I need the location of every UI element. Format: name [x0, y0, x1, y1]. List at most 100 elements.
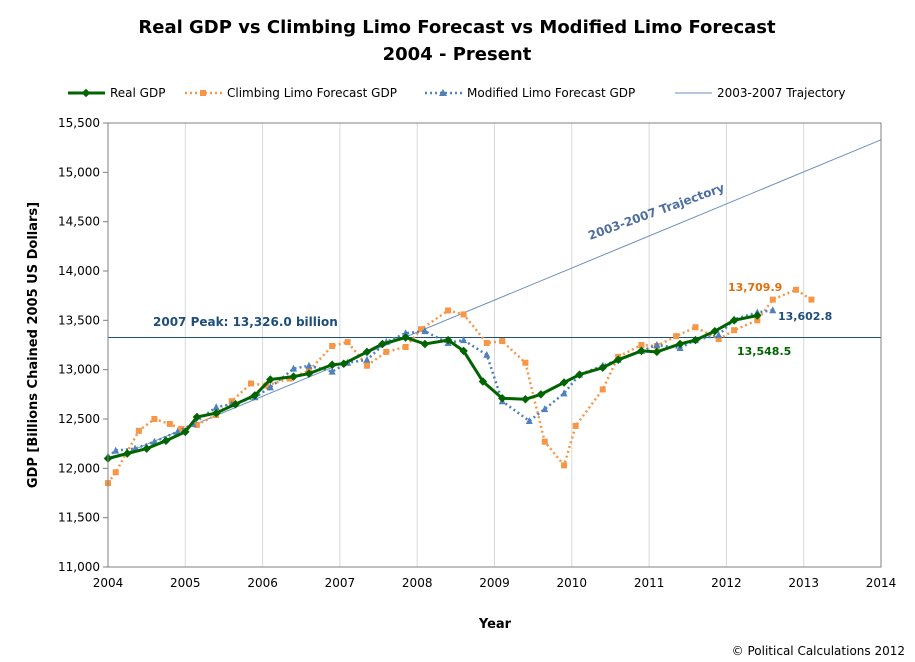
point-climbing-limo-forecast-gdp-24	[541, 438, 548, 445]
y-tick-label-4: 13,000	[58, 363, 100, 377]
point-modified-limo-forecast-gdp-19	[460, 336, 468, 344]
point-real-gdp-21	[497, 394, 507, 403]
point-real-gdp-27	[613, 355, 623, 365]
point-climbing-limo-forecast-gdp-2	[135, 427, 142, 434]
point-climbing-limo-forecast-gdp-3	[151, 416, 158, 422]
point-climbing-limo-forecast-gdp-35	[754, 317, 761, 324]
legend-item-trajectory: 2003-2007 Trajectory	[675, 86, 845, 100]
point-real-gdp-31	[691, 335, 700, 345]
point-modified-limo-forecast-gdp-12	[328, 367, 336, 375]
modified-end-label: 13,602.8	[778, 310, 832, 323]
legend: Real GDP Climbing Limo Forecast GDP Modi…	[68, 86, 845, 100]
point-real-gdp-12	[327, 360, 337, 369]
series-real-gdp	[103, 311, 762, 463]
point-real-gdp-6	[211, 408, 221, 418]
x-axis-ticks: 2004 2005 2006 2007 2008 2009 2010 2011 2012 2013…	[93, 576, 897, 590]
point-modified-limo-forecast-gdp-11	[305, 361, 313, 369]
x-axis-title: Year	[478, 617, 512, 632]
point-real-gdp-20	[478, 377, 488, 386]
x-tick-label-2013: 2013	[788, 576, 819, 590]
point-climbing-limo-forecast-gdp-17	[402, 343, 409, 350]
point-climbing-limo-forecast-gdp-13	[329, 342, 336, 349]
series-layer	[103, 139, 882, 487]
x-tick-label-2011: 2011	[634, 576, 665, 590]
point-modified-limo-forecast-gdp-16	[402, 329, 410, 337]
point-climbing-limo-forecast-gdp-16	[383, 348, 390, 355]
point-climbing-limo-forecast-gdp-4	[166, 420, 173, 427]
point-real-gdp-28	[637, 346, 646, 356]
point-real-gdp-4	[181, 427, 190, 437]
legend-item-modified-limo: Modified Limo Forecast GDP	[425, 86, 635, 100]
point-modified-limo-forecast-gdp-10	[290, 364, 298, 372]
point-climbing-limo-forecast-gdp-14	[344, 339, 351, 346]
point-real-gdp-3	[161, 436, 171, 445]
point-modified-limo-forecast-gdp-17	[421, 327, 429, 335]
point-climbing-limo-forecast-gdp-18	[418, 326, 425, 333]
point-real-gdp-9	[266, 375, 275, 384]
x-tick-label-2012: 2012	[711, 576, 742, 590]
legend-label-trajectory: 2003-2007 Trajectory	[717, 86, 845, 100]
legend-item-real-gdp: Real GDP	[68, 86, 165, 100]
chart-title-line2: 2004 - Present	[383, 44, 532, 65]
point-real-gdp-22	[521, 395, 530, 404]
series-line-real-gdp	[107, 314, 758, 460]
x-tick-label-2004: 2004	[93, 576, 124, 590]
copyright: © Political Calculations 2012	[732, 644, 905, 658]
point-real-gdp-8	[250, 391, 260, 400]
point-real-gdp-23	[536, 390, 546, 399]
point-real-gdp-17	[420, 339, 430, 349]
y-tick-label-5: 13,500	[58, 313, 100, 327]
point-real-gdp-14	[362, 347, 372, 357]
y-tick-label-7: 14,500	[58, 215, 100, 229]
point-climbing-limo-forecast-gdp-22	[499, 338, 506, 345]
point-climbing-limo-forecast-gdp-15	[363, 362, 370, 369]
point-climbing-limo-forecast-gdp-6	[193, 421, 200, 428]
series-modified-limo-forecast-gdp	[104, 306, 777, 460]
x-tick-label-2006: 2006	[247, 576, 278, 590]
point-modified-limo-forecast-gdp-6	[212, 403, 220, 411]
series-line-climbing-limo-forecast-gdp	[106, 288, 813, 484]
point-modified-limo-forecast-gdp-1	[112, 446, 120, 454]
point-real-gdp-32	[710, 326, 720, 336]
point-modified-limo-forecast-gdp-14	[363, 355, 371, 363]
y-tick-label-8: 15,000	[58, 165, 100, 179]
point-climbing-limo-forecast-gdp-1	[112, 469, 119, 476]
point-modified-limo-forecast-gdp-23	[541, 405, 549, 413]
point-climbing-limo-forecast-gdp-9	[248, 380, 255, 387]
point-modified-limo-forecast-gdp-20	[483, 350, 491, 358]
climbing-end-label: 13,709.9	[728, 281, 782, 294]
y-tick-label-9: 15,500	[58, 116, 100, 130]
x-tick-label-2007: 2007	[325, 576, 356, 590]
point-real-gdp-1	[123, 449, 132, 458]
point-climbing-limo-forecast-gdp-25	[561, 462, 568, 469]
point-climbing-limo-forecast-gdp-23	[522, 359, 529, 366]
y-tick-label-3: 12,500	[58, 412, 100, 426]
point-modified-limo-forecast-gdp-24	[560, 389, 568, 397]
point-real-gdp-29	[652, 347, 662, 357]
x-tick-label-2008: 2008	[402, 576, 433, 590]
point-climbing-limo-forecast-gdp-38	[808, 296, 815, 303]
point-real-gdp-34	[753, 311, 762, 320]
point-modified-limo-forecast-gdp-29	[653, 341, 661, 348]
series-line-modified-limo-forecast-gdp	[107, 308, 773, 458]
point-real-gdp-30	[675, 339, 685, 349]
point-climbing-limo-forecast-gdp-34	[731, 327, 738, 334]
legend-label-real-gdp: Real GDP	[110, 86, 165, 100]
point-real-gdp-24	[559, 378, 569, 387]
x-tick-label-2009: 2009	[479, 576, 510, 590]
plot-area: 2004 2005 2006 2007 2008 2009 2010 2011 2012 2013…	[58, 116, 896, 590]
point-climbing-limo-forecast-gdp-31	[673, 333, 680, 340]
point-real-gdp-25	[575, 370, 584, 379]
y-tick-label-0: 11,000	[58, 560, 100, 574]
point-real-gdp-2	[142, 444, 151, 453]
point-climbing-limo-forecast-gdp-37	[792, 286, 799, 293]
x-tick-label-2010: 2010	[557, 576, 588, 590]
point-climbing-limo-forecast-gdp-29	[638, 342, 645, 348]
y-tick-label-2: 12,000	[58, 461, 100, 475]
point-modified-limo-forecast-gdp-3	[150, 437, 158, 445]
x-tick-label-2005: 2005	[170, 576, 201, 590]
chart-title-line1: Real GDP vs Climbing Limo Forecast vs Mo…	[138, 17, 776, 38]
reference-label: 2007 Peak: 13,326.0 billion	[153, 315, 338, 329]
legend-label-climbing-limo: Climbing Limo Forecast GDP	[227, 86, 397, 100]
point-climbing-limo-forecast-gdp-27	[599, 386, 606, 393]
